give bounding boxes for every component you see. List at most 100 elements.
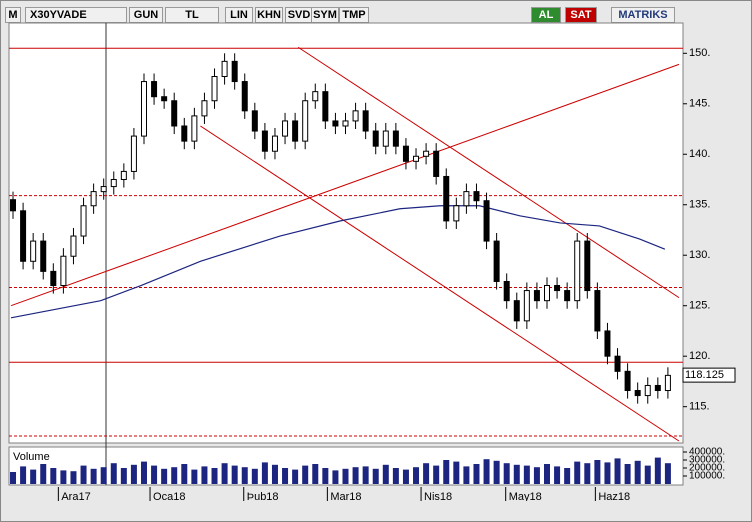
candle-body (90, 191, 97, 207)
volume-bar (392, 468, 399, 484)
candle-body (191, 115, 198, 142)
candle-body (201, 100, 208, 117)
candle-body (271, 135, 278, 152)
candle-body (231, 60, 238, 83)
x-tick-label: May18 (509, 491, 542, 501)
x-tick-label: Nis18 (424, 491, 452, 501)
volume-bar (90, 468, 97, 484)
volume-bar (282, 468, 289, 484)
volume-bar (342, 468, 349, 484)
candle-body (544, 285, 550, 302)
volume-bar (533, 467, 540, 484)
last-price-label: 118.125 (685, 369, 724, 381)
x-tick-label: Haz18 (598, 491, 630, 501)
candle-body (50, 270, 57, 287)
volume-bar (70, 471, 77, 484)
volume-bar (161, 468, 168, 484)
candle-body (664, 374, 671, 392)
x-tick-label: Ara17 (61, 491, 90, 501)
candle-body (120, 170, 127, 180)
candle-body (483, 200, 490, 242)
volume-bar (402, 469, 409, 484)
volume-bar (453, 461, 460, 484)
y-tick-label: 115. (689, 401, 710, 413)
volume-bar (634, 460, 641, 484)
candle-body (372, 130, 379, 147)
y-tick-label: 150. (689, 47, 710, 59)
volume-bar (614, 458, 621, 484)
candle-body (40, 240, 47, 272)
volume-bar (40, 464, 47, 484)
candle-body (161, 96, 168, 102)
volume-bar (664, 463, 671, 484)
volume-bar (231, 465, 238, 484)
x-tick-label: Mar18 (330, 491, 361, 501)
volume-bar (120, 468, 127, 484)
moving-average (10, 205, 666, 319)
volume-bar (544, 464, 550, 484)
candle-body (473, 191, 480, 202)
volume-title: Volume (13, 451, 50, 463)
candle-body (362, 110, 369, 132)
candle-body (221, 60, 228, 78)
volume-tick-label: 300000. (689, 455, 725, 466)
tool-button[interactable]: SYM (311, 7, 339, 23)
volume-bar (503, 463, 510, 484)
volume-bar (221, 463, 228, 484)
last-price-box (682, 367, 736, 383)
volume-bar (322, 468, 329, 484)
volume-bar (241, 467, 248, 484)
volume-tick-label: 200000. (689, 463, 725, 474)
candle-body (282, 120, 289, 137)
candle-body (624, 370, 631, 392)
candle-body (292, 120, 299, 142)
candle-body (181, 125, 188, 142)
volume-bar (80, 465, 87, 484)
candle-body (241, 81, 248, 112)
candle-body (634, 390, 641, 397)
volume-bar (523, 465, 530, 484)
tool-button[interactable]: TMP (339, 7, 369, 23)
candle-body (604, 330, 611, 357)
volume-bar (251, 468, 258, 484)
y-tick-label: 145. (689, 98, 710, 110)
volume-bar (594, 460, 601, 484)
candle-body (342, 120, 349, 127)
y-tick-label: 135. (689, 199, 710, 211)
candle-body (463, 191, 470, 207)
symbol[interactable]: X30YVADE (25, 7, 127, 23)
volume-bar (50, 468, 57, 484)
currency-button[interactable]: TL (165, 7, 219, 23)
candle-body (60, 255, 67, 287)
x-tick-label: Þub18 (247, 491, 279, 501)
volume-bar (352, 467, 359, 484)
candle-body (493, 240, 500, 282)
candle-body (402, 145, 409, 162)
candle-body (382, 130, 389, 147)
candle-body (30, 240, 37, 262)
y-tick-label: 130. (689, 249, 710, 261)
candle-body (151, 81, 158, 98)
volume-bar (10, 472, 17, 484)
candle-body (140, 81, 147, 137)
candle-body (564, 290, 571, 302)
trend-line (297, 46, 680, 299)
candle-body (110, 178, 117, 188)
candle-body (453, 205, 460, 222)
candle-body (332, 120, 339, 127)
candle-body (302, 100, 309, 142)
tool-button[interactable]: LIN (225, 7, 253, 23)
candle-body (20, 210, 27, 262)
brand: MATRIKS (611, 7, 675, 23)
candle-body (80, 205, 87, 237)
volume-bar (413, 467, 420, 484)
volume-bar (362, 466, 369, 484)
candle-body (100, 186, 107, 193)
candle-body (584, 240, 591, 292)
volume-bar (191, 469, 198, 484)
candle-body (211, 76, 218, 102)
volume-bar (574, 461, 581, 484)
period-button[interactable]: GUN (129, 7, 163, 23)
volume-bar (433, 465, 440, 484)
toolbar: M X30YVADE GUN TL LIN KHN SVD SYM TMP AL… (3, 5, 747, 23)
